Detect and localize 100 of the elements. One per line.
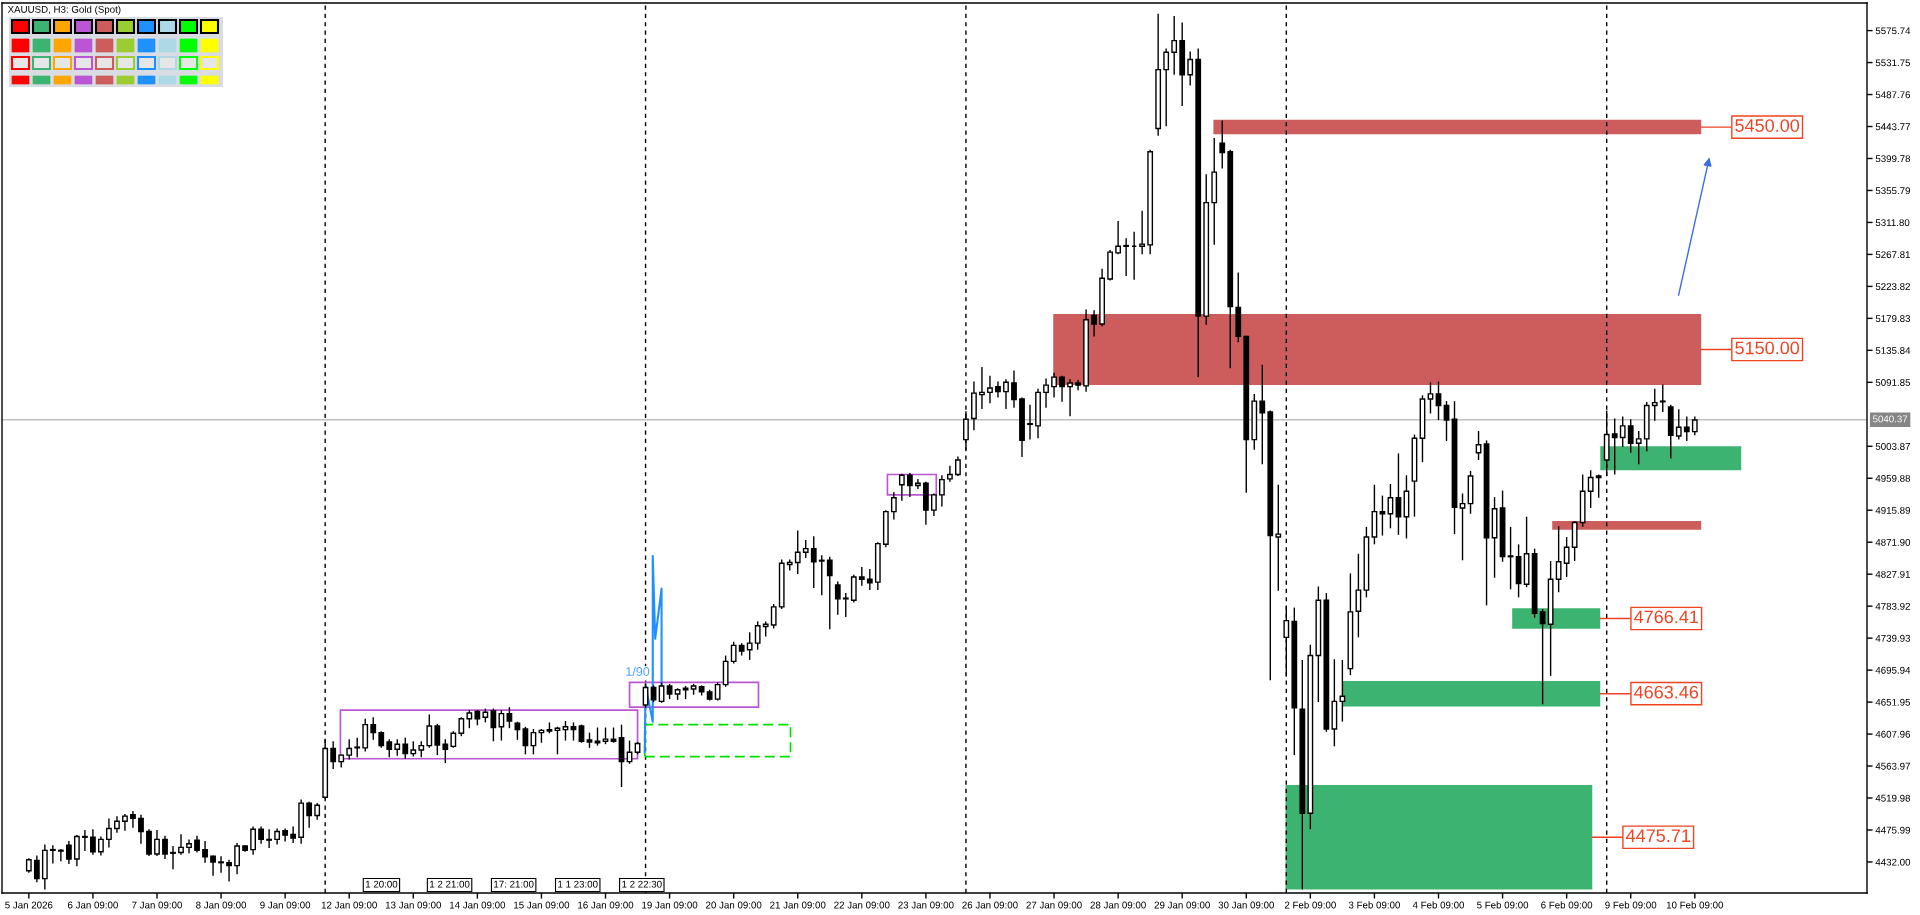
candlestick [130,811,136,828]
candlestick [1283,606,1290,677]
candlestick [250,826,256,855]
candlestick [354,737,361,758]
x-tick-label: 5 Feb 09:00 [1477,901,1529,909]
candlestick [1459,493,1466,561]
candlestick [146,829,152,857]
candlestick [979,366,985,410]
y-tick-label: 5575.74 [1875,27,1911,35]
candlestick [987,375,993,404]
y-tick-label: 4915.89 [1875,506,1911,514]
candlestick [890,492,897,520]
candlestick [939,475,945,507]
annotation: 1 2 22:30 [622,880,662,888]
candlestick [834,581,841,615]
candlestick [170,846,176,870]
annotation: 17: 21:00 [494,880,534,888]
candlestick [506,707,513,729]
candlestick [1427,382,1434,414]
candlestick [1091,310,1097,337]
y-tick-label: 5267.81 [1875,251,1910,259]
x-tick-label: 15 Jan 09:00 [514,901,570,909]
candlestick [1675,409,1682,440]
candlestick [931,493,937,516]
candlestick [1115,220,1122,255]
y-tick-label: 4739.93 [1875,634,1911,642]
candlestick [722,655,729,687]
candlestick [866,569,873,591]
candlestick [178,834,184,855]
candlestick [810,536,817,588]
y-tick-label: 4959.88 [1875,474,1911,482]
candlestick [434,723,441,756]
candlestick [850,574,857,603]
y-tick-label: 4607.96 [1875,730,1911,738]
candlestick [306,801,313,828]
x-tick-label: 21 Jan 09:00 [770,901,826,909]
x-tick-label: 2 Feb 09:00 [1284,901,1336,909]
x-tick-label: 9 Feb 09:00 [1605,901,1657,909]
candlestick [754,621,761,650]
x-tick-label: 30 Jan 09:00 [1218,901,1274,909]
band-label: 4475.71 [1626,829,1690,843]
y-tick-label: 5355.79 [1875,187,1911,195]
x-tick-label: 8 Jan 09:00 [196,901,247,909]
candlestick [1163,48,1170,127]
candlestick [995,381,1001,398]
x-tick-label: 22 Jan 09:00 [834,901,890,909]
band-label: 4663.46 [1634,685,1699,699]
x-tick-label: 13 Jan 09:00 [385,901,442,909]
candlestick [218,856,224,873]
candlestick [955,456,961,476]
candlestick [162,835,168,860]
band-label: 5450.00 [1735,119,1800,132]
candlestick [1587,470,1594,508]
candlestick [290,826,297,844]
candlestick [826,556,833,630]
candlestick [49,845,56,864]
x-tick-label: 27 Jan 09:00 [1026,901,1082,909]
candlestick [1075,380,1081,391]
candlestick [1683,416,1690,442]
candlestick [498,710,505,741]
candlestick [1619,416,1626,447]
candlestick [346,739,353,760]
candlestick [402,737,409,759]
x-tick-label: 16 Jan 09:00 [578,901,634,909]
annotation: 1 1 23:00 [558,880,598,888]
y-tick-label: 4827.91 [1875,570,1910,578]
y-tick-label: 4475.99 [1875,826,1911,834]
y-tick-label: 4519.98 [1875,794,1911,802]
x-tick-label: 20 Jan 09:00 [706,901,762,909]
candlestick [1123,238,1130,277]
x-tick-label: 5 Jan 2026 [5,901,53,909]
candlestick [106,818,112,848]
candlestick [154,830,160,857]
y-tick-label: 4695.94 [1875,666,1911,674]
x-tick-label: 3 Feb 09:00 [1348,901,1400,909]
candlestick [57,848,64,862]
x-tick-label: 4 Feb 09:00 [1412,901,1465,909]
candlestick [1339,659,1346,722]
candlestick [1171,15,1178,75]
candlestick [770,603,777,629]
x-tick-label: 10 Feb 09:00 [1666,901,1724,909]
candlestick [1635,430,1642,465]
candlestick [1651,388,1658,421]
candlestick [1059,375,1065,402]
chart-title: XAUUSD, H3: Gold (Spot) [7,5,121,15]
candlestick [82,830,88,852]
candlestick [73,835,80,867]
x-tick-label: 7 Jan 09:00 [132,901,183,909]
x-tick-label: 14 Jan 09:00 [449,901,506,909]
candlestick [1275,484,1282,591]
candlestick [1067,379,1073,417]
candlestick [65,840,72,865]
candlestick [1507,526,1514,590]
y-tick-label: 5443.77 [1875,123,1910,131]
x-tick-label: 19 Jan 09:00 [642,901,698,909]
candlestick [266,829,273,849]
x-tick-label: 23 Jan 09:00 [898,901,954,909]
y-tick-label: 5311.80 [1875,219,1910,227]
y-tick-label: 5003.87 [1875,443,1910,450]
annotation: 1/90 [626,666,650,676]
